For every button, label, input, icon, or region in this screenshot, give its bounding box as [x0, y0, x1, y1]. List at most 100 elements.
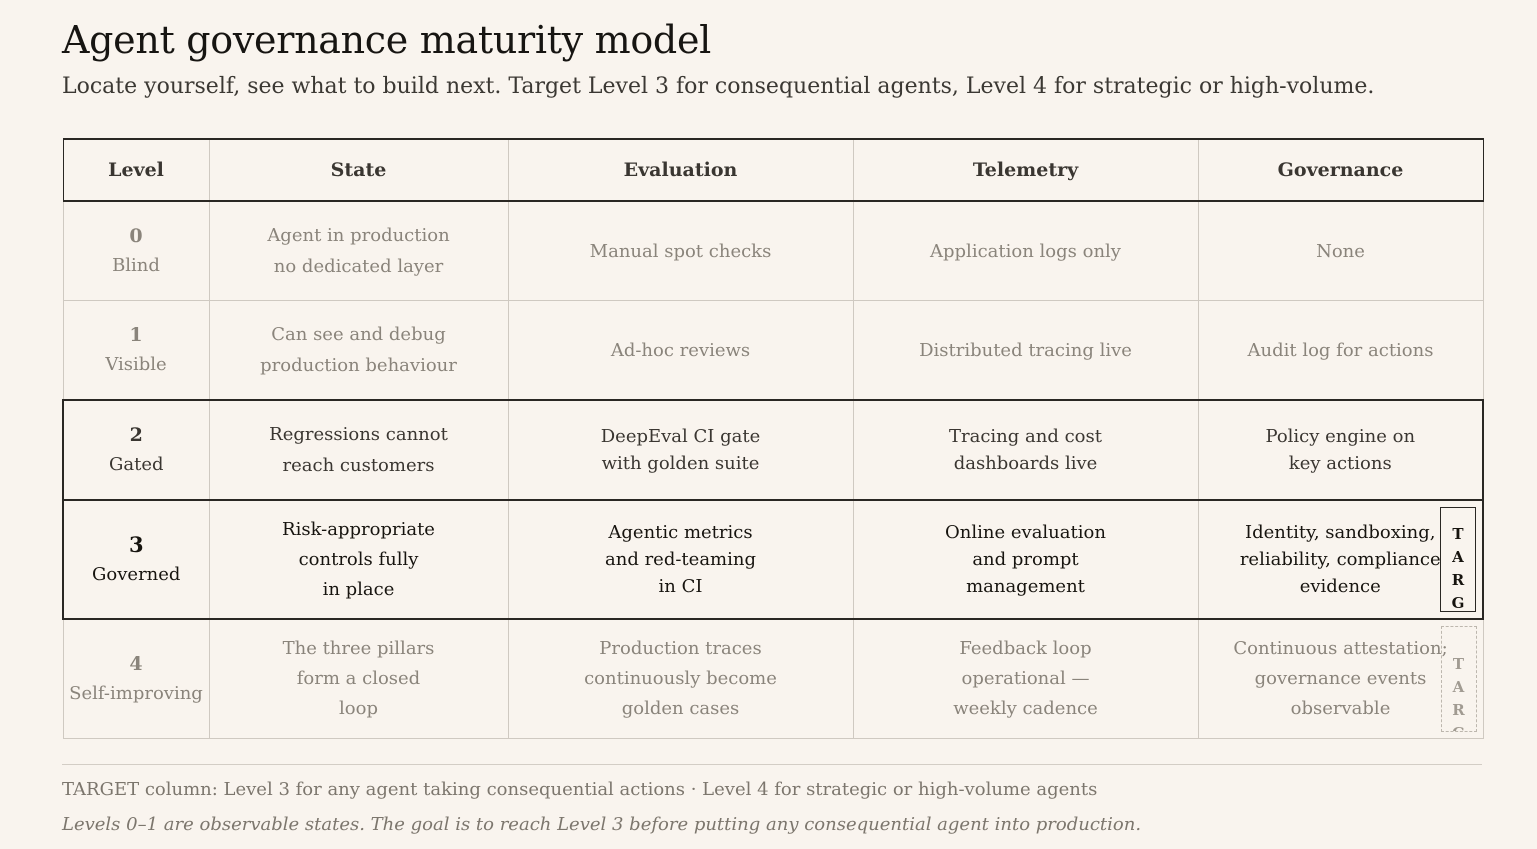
cell-line: observable	[1290, 698, 1391, 719]
level-number: 0	[129, 225, 143, 247]
cell-line: and prompt	[972, 549, 1079, 570]
footer-divider	[62, 764, 1482, 765]
target-tag-letter: A	[1452, 548, 1464, 566]
cell-line: governance events	[1254, 668, 1427, 689]
cell-line: and red-teaming	[605, 549, 756, 570]
table-row: 3 Governed Risk-appropriate controls full…	[62, 499, 1484, 620]
governance-cell: Policy engine on key actions	[1197, 399, 1484, 501]
cell-line: Online evaluation	[945, 522, 1106, 543]
page-title: Agent governance maturity model	[62, 18, 712, 62]
state-cell: Regressions cannot reach customers	[208, 399, 509, 501]
level-number: 4	[129, 653, 143, 675]
state-cell: Risk-appropriate controls fully in place	[208, 499, 509, 620]
level-cell: 1 Visible	[62, 300, 210, 401]
cell-line: Production traces	[599, 638, 762, 659]
header-governance: Governance	[1197, 138, 1484, 202]
cell-line: loop	[339, 698, 378, 719]
cell-line: weekly cadence	[953, 698, 1098, 719]
cell-line: in CI	[658, 576, 703, 597]
level-cell: 0 Blind	[62, 200, 210, 301]
cell-line: Audit log for actions	[1247, 339, 1434, 361]
evaluation-cell: Production traces continuously become gold…	[507, 618, 854, 739]
cell-line: Ad-hoc reviews	[610, 339, 751, 361]
evaluation-cell: Ad-hoc reviews	[507, 300, 854, 401]
state-cell: The three pillars form a closed loop	[208, 618, 509, 739]
level-name: Governed	[92, 563, 181, 585]
target-tag-letter: R	[1452, 701, 1465, 719]
table-row: 2 Gated Regressions cannot reach customer…	[62, 399, 1484, 501]
level-name: Visible	[105, 354, 167, 375]
footer-goal-note: Levels 0–1 are observable states. The go…	[62, 814, 1142, 835]
cell-line: controls fully	[298, 548, 419, 570]
target-tag-letter: R	[1451, 571, 1465, 589]
telemetry-cell: Tracing and cost dashboards live	[852, 399, 1199, 501]
governance-cell: Audit log for actions	[1197, 300, 1484, 401]
cell-line: Tracing and cost	[949, 426, 1102, 447]
page-subtitle: Locate yourself, see what to build next.…	[62, 74, 1375, 99]
cell-line: Manual spot checks	[589, 240, 772, 262]
cell-line: Distributed tracing live	[919, 339, 1132, 361]
state-cell: Can see and debug production behaviour	[208, 300, 509, 401]
cell-line: reliability, compliance	[1239, 549, 1441, 570]
cell-line: Agent in production	[267, 225, 450, 246]
cell-line: Agentic metrics	[608, 522, 753, 543]
level-number: 1	[129, 324, 143, 346]
telemetry-cell: Feedback loop operational — weekly cadence	[852, 618, 1199, 739]
governance-cell: Identity, sandboxing, reliability, compli…	[1197, 499, 1484, 620]
telemetry-cell: Online evaluation and prompt management	[852, 499, 1199, 620]
cell-line: golden cases	[621, 698, 740, 719]
cell-line: The three pillars	[282, 638, 435, 659]
evaluation-cell: Agentic metrics and red-teaming in CI	[507, 499, 854, 620]
level-cell: 4 Self-improving	[62, 618, 210, 739]
target-tag: T A R G	[1440, 507, 1476, 612]
cell-line: Policy engine on	[1265, 426, 1416, 447]
cell-line: continuously become	[584, 668, 777, 689]
level-number: 2	[129, 424, 143, 446]
telemetry-cell: Distributed tracing live	[852, 300, 1199, 401]
cell-line: Identity, sandboxing,	[1244, 522, 1436, 543]
cell-line: no dedicated layer	[273, 256, 444, 277]
level-cell: 3 Governed	[62, 499, 210, 620]
cell-line: with golden suite	[601, 453, 760, 474]
footer-target-note: TARGET column: Level 3 for any agent tak…	[62, 779, 1098, 800]
target-tag: T A R G	[1440, 626, 1477, 732]
maturity-table: Level State Evaluation Telemetry Governa…	[62, 138, 1484, 739]
cell-line: reach customers	[282, 455, 435, 476]
cell-line: dashboards live	[953, 453, 1098, 474]
table-header-row: Level State Evaluation Telemetry Governa…	[62, 138, 1484, 202]
header-telemetry: Telemetry	[852, 138, 1199, 202]
cell-line: operational —	[961, 668, 1090, 689]
table-row: 4 Self-improving The three pillars form a…	[62, 618, 1484, 739]
cell-line: Regressions cannot	[269, 424, 448, 445]
cell-line: production behaviour	[260, 355, 457, 376]
cell-line: Can see and debug	[271, 324, 446, 345]
cell-line: Application logs only	[930, 240, 1121, 262]
header-state: State	[208, 138, 509, 202]
level-cell: 2 Gated	[62, 399, 210, 501]
evaluation-cell: Manual spot checks	[507, 200, 854, 301]
header-evaluation: Evaluation	[507, 138, 854, 202]
level-name: Blind	[112, 255, 160, 276]
level-number: 3	[128, 531, 144, 557]
cell-line: DeepEval CI gate	[600, 426, 761, 447]
level-name: Self-improving	[69, 683, 203, 704]
cell-line: Continuous attestation;	[1233, 638, 1448, 659]
cell-line: Risk-appropriate	[282, 518, 435, 540]
level-name: Gated	[108, 454, 164, 475]
target-tag-letter: T	[1452, 525, 1464, 543]
cell-line: key actions	[1288, 453, 1392, 474]
target-tag-letter: A	[1452, 678, 1465, 696]
table-row: 0 Blind Agent in production no dedicated …	[62, 200, 1484, 301]
state-cell: Agent in production no dedicated layer	[208, 200, 509, 301]
cell-line: form a closed	[296, 668, 421, 689]
cell-line: management	[966, 576, 1085, 597]
target-tag-letter: G	[1451, 594, 1465, 612]
cell-line: in place	[322, 578, 395, 600]
evaluation-cell: DeepEval CI gate with golden suite	[507, 399, 854, 501]
target-tag-letter: T	[1452, 655, 1465, 673]
target-tag-letter: G	[1442, 722, 1476, 731]
cell-line: evidence	[1299, 576, 1381, 597]
cell-line: None	[1316, 240, 1365, 262]
telemetry-cell: Application logs only	[852, 200, 1199, 301]
governance-cell: Continuous attestation; governance events…	[1197, 618, 1484, 739]
